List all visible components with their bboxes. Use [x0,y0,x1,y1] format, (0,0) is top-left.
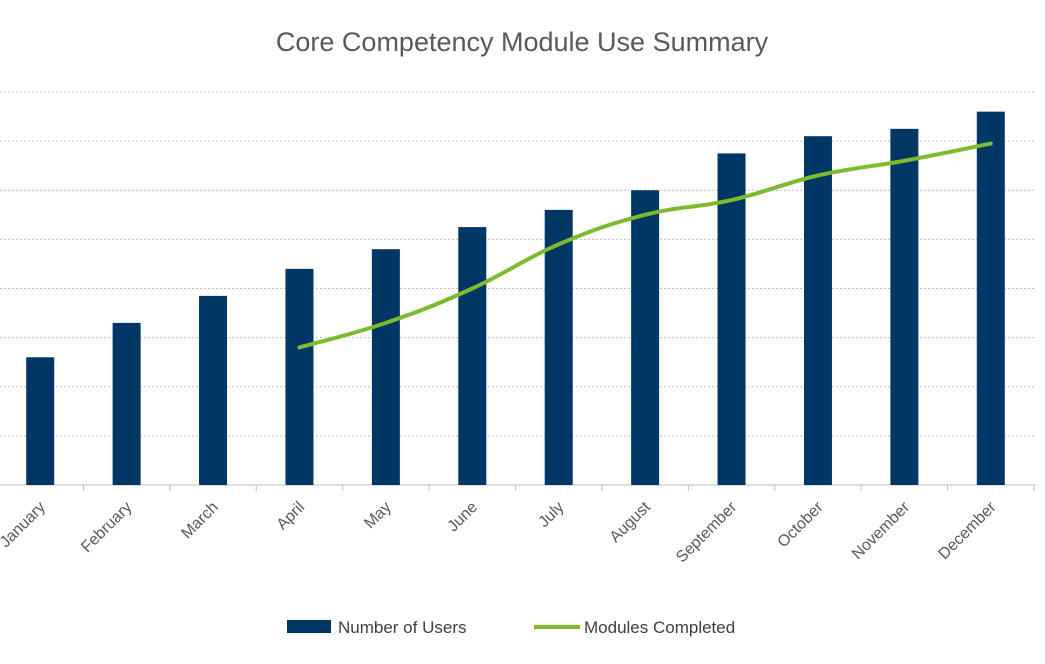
bar-users-september [717,153,746,485]
line-modules-completed [297,141,993,350]
x-tick-label-march: March [178,499,221,542]
x-tick-label-november: November [849,498,914,563]
bar-users-october [803,136,832,485]
bar-users-april [285,268,314,485]
x-tick-label-july: July [535,499,567,531]
chart-title: Core Competency Module Use Summary [276,27,769,57]
bar-users-january [26,357,55,485]
bar-series [26,111,1005,486]
bar-users-february [112,322,141,485]
legend-swatch-users [287,620,331,633]
bar-users-december [976,111,1005,486]
x-tick-label-january: January [0,499,49,551]
legend: Number of Users Modules Completed [287,618,735,637]
x-tick-label-february: February [78,499,135,556]
legend-label-modules: Modules Completed [584,618,735,637]
x-tick-label-april: April [274,499,309,534]
x-tick-label-june: June [445,499,482,536]
x-tick-label-september: September [673,498,741,566]
bar-users-august [631,190,660,485]
x-tick-label-may: May [361,499,394,532]
x-tick-label-august: August [607,498,655,546]
legend-label-users: Number of Users [338,618,466,637]
bar-users-may [371,249,400,485]
bar-users-july [544,209,573,485]
grid-lines [0,91,1036,491]
x-tick-label-december: December [935,498,1000,563]
line-series [297,141,993,350]
bar-users-june [458,227,487,485]
bar-users-november [890,128,919,485]
x-tick-label-october: October [775,498,828,551]
bar-users-march [199,295,228,485]
x-axis-tick-labels: January February March April May June July Augu… [0,498,1000,566]
